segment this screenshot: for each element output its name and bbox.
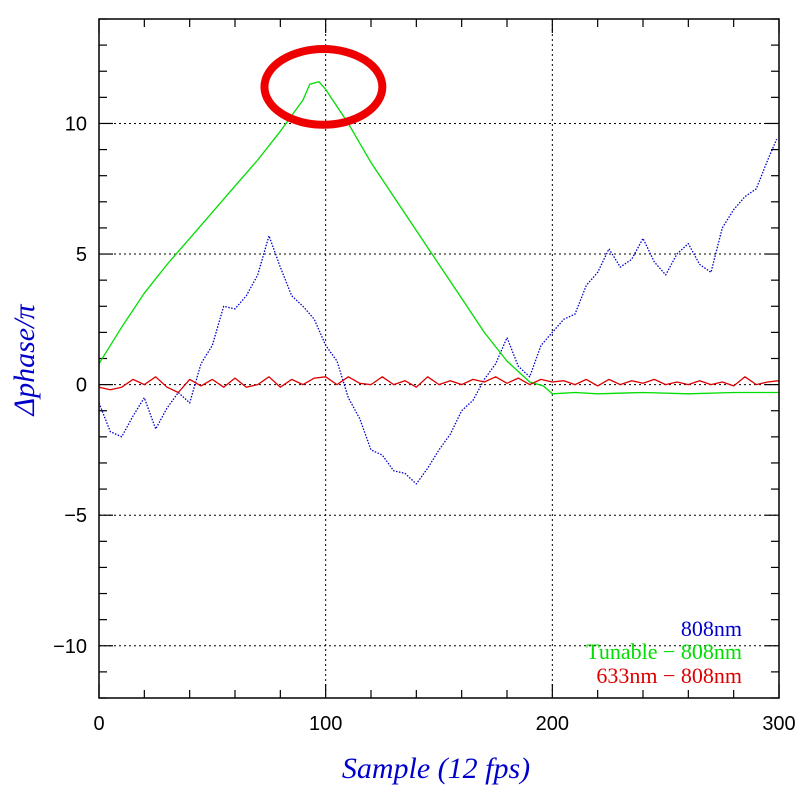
- y-tick-label: 10: [65, 113, 87, 135]
- legend-entry-2: Tunable − 808nm: [586, 639, 742, 664]
- y-tick-label: −5: [64, 505, 87, 527]
- x-axis-title: Sample (12 fps): [342, 752, 530, 785]
- legend-entry-1: 808nm: [681, 616, 742, 641]
- legend-entry-3: 633nm − 808nm: [596, 663, 742, 688]
- series-lines: [98, 81, 780, 485]
- series-line-1: [98, 138, 778, 485]
- tick-labels: 0 100 200 300 −10 −5 0 5 10: [53, 113, 796, 735]
- series-line-3: [98, 376, 780, 394]
- x-tick-label: 300: [762, 713, 795, 735]
- annotation-layer: [260, 45, 387, 129]
- highlight-ellipse: [260, 45, 387, 129]
- x-tick-label: 100: [309, 713, 342, 735]
- x-tick-label: 0: [93, 713, 104, 735]
- y-tick-label: 5: [76, 244, 87, 266]
- y-tick-label: −10: [53, 636, 87, 658]
- y-axis-title: Δphase/π: [8, 304, 41, 417]
- x-tick-label: 200: [536, 713, 569, 735]
- y-tick-label: 0: [76, 375, 87, 397]
- series-line-2: [98, 81, 779, 395]
- plot-frame: [98, 18, 780, 699]
